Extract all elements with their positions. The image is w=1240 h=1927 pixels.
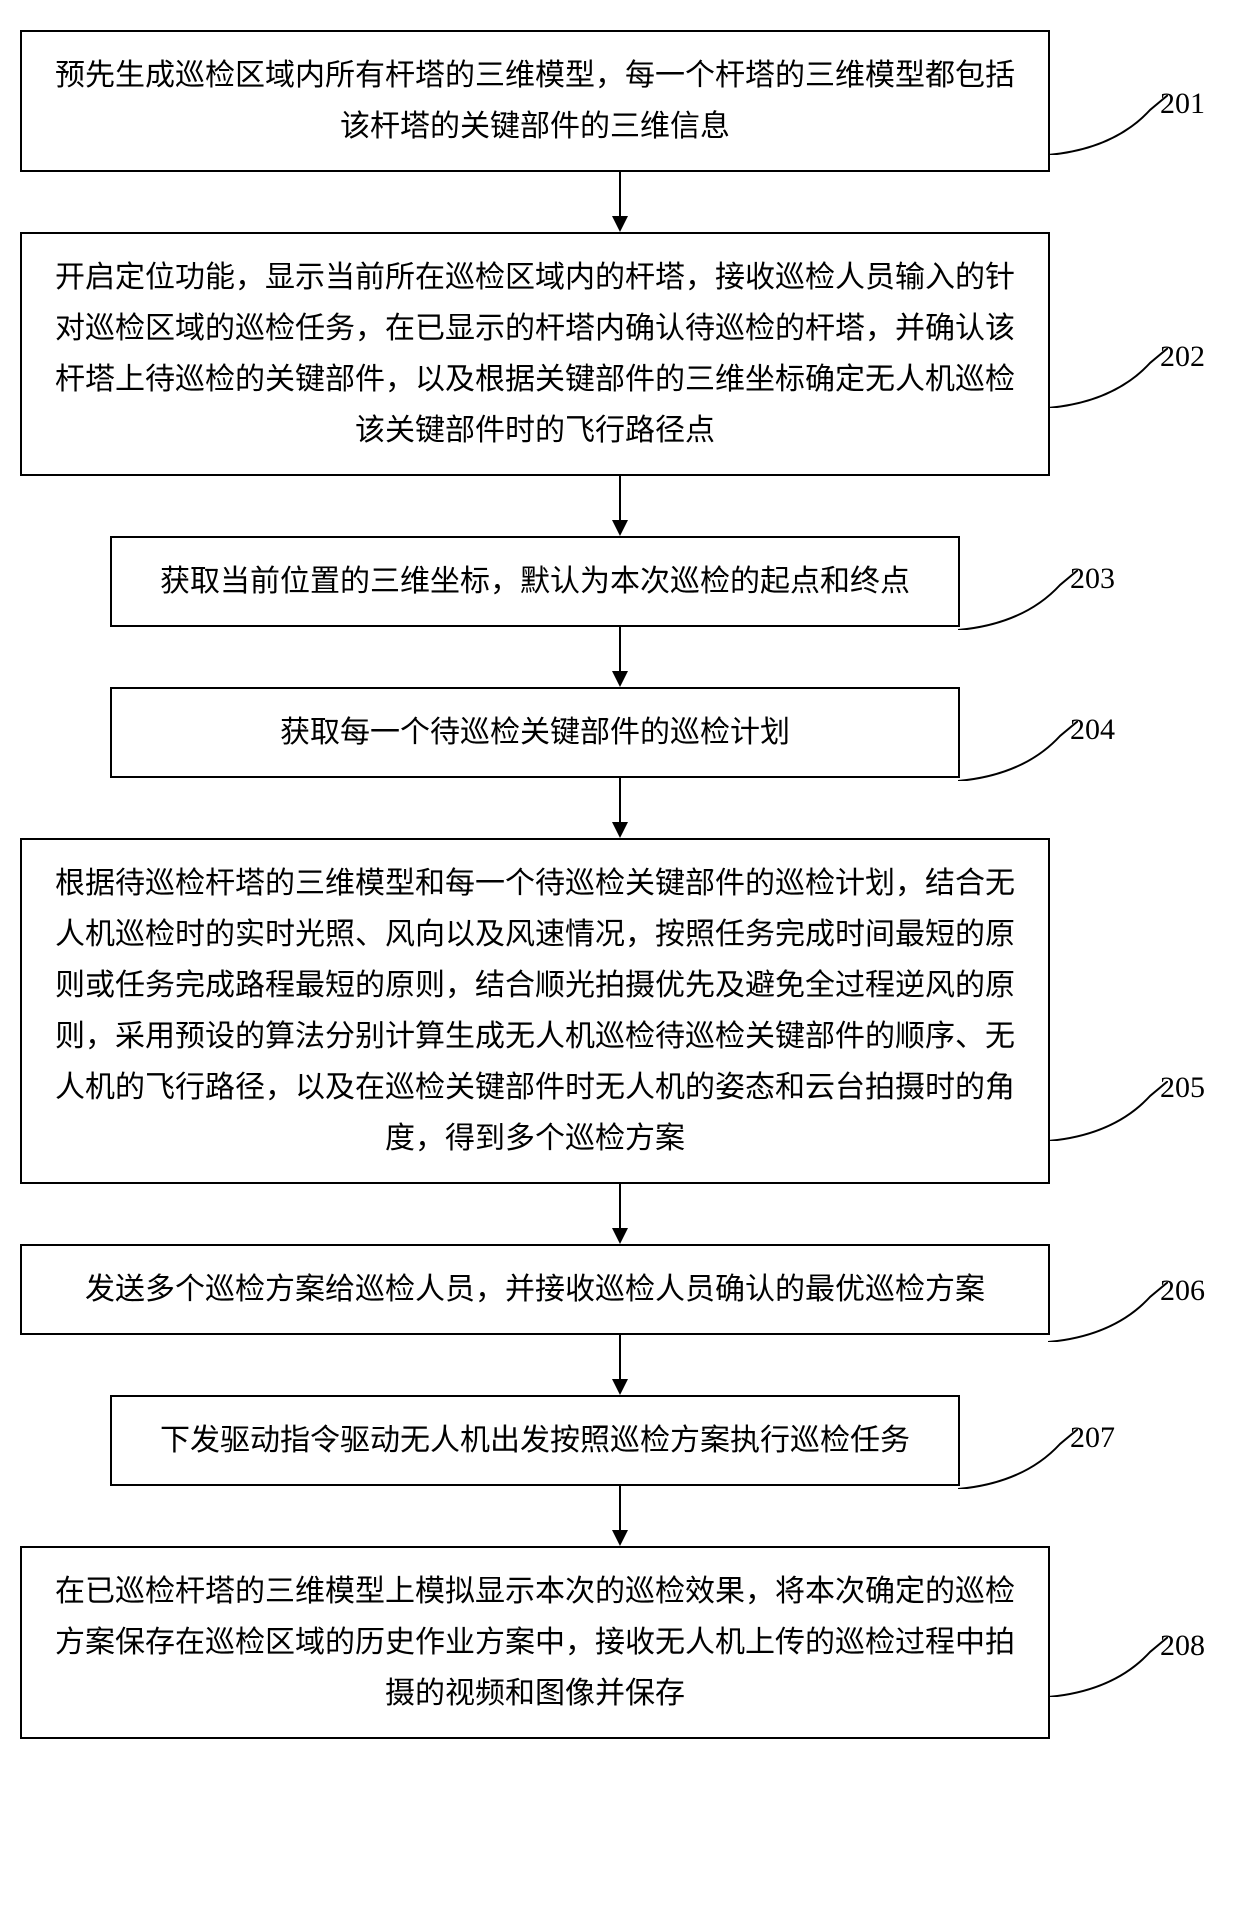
step-number-label: 205 <box>1160 1071 1205 1105</box>
flowchart-step: 在已巡检杆塔的三维模型上模拟显示本次的巡检效果，将本次确定的巡检方案保存在巡检区… <box>20 1546 1220 1739</box>
flowchart-container: 预先生成巡检区域内所有杆塔的三维模型，每一个杆塔的三维模型都包括该杆塔的关键部件… <box>20 30 1220 1739</box>
flowchart-step: 获取当前位置的三维坐标，默认为本次巡检的起点和终点 203 <box>20 536 1220 627</box>
step-box: 根据待巡检杆塔的三维模型和每一个待巡检关键部件的巡检计划，结合无人机巡检时的实时… <box>20 838 1050 1184</box>
step-number-label: 202 <box>1160 340 1205 374</box>
flowchart-step: 预先生成巡检区域内所有杆塔的三维模型，每一个杆塔的三维模型都包括该杆塔的关键部件… <box>20 30 1220 172</box>
flowchart-step: 开启定位功能，显示当前所在巡检区域内的杆塔，接收巡检人员输入的针对巡检区域的巡检… <box>20 232 1220 476</box>
arrow-down <box>20 172 1220 232</box>
step-number-label: 207 <box>1070 1421 1115 1455</box>
step-number-label: 201 <box>1160 87 1205 121</box>
arrow-down <box>20 476 1220 536</box>
flowchart-step: 发送多个巡检方案给巡检人员，并接收巡检人员确认的最优巡检方案 206 <box>20 1244 1220 1335</box>
step-box: 下发驱动指令驱动无人机出发按照巡检方案执行巡检任务 <box>110 1395 960 1486</box>
step-box: 获取每一个待巡检关键部件的巡检计划 <box>110 687 960 778</box>
arrow-down <box>20 1486 1220 1546</box>
arrow-down <box>20 1335 1220 1395</box>
arrow-down <box>20 1184 1220 1244</box>
step-box: 在已巡检杆塔的三维模型上模拟显示本次的巡检效果，将本次确定的巡检方案保存在巡检区… <box>20 1546 1050 1739</box>
step-box: 预先生成巡检区域内所有杆塔的三维模型，每一个杆塔的三维模型都包括该杆塔的关键部件… <box>20 30 1050 172</box>
step-box: 发送多个巡检方案给巡检人员，并接收巡检人员确认的最优巡检方案 <box>20 1244 1050 1335</box>
step-box: 开启定位功能，显示当前所在巡检区域内的杆塔，接收巡检人员输入的针对巡检区域的巡检… <box>20 232 1050 476</box>
step-number-label: 204 <box>1070 713 1115 747</box>
step-box: 获取当前位置的三维坐标，默认为本次巡检的起点和终点 <box>110 536 960 627</box>
step-number-label: 206 <box>1160 1274 1205 1308</box>
arrow-down <box>20 778 1220 838</box>
flowchart-step: 根据待巡检杆塔的三维模型和每一个待巡检关键部件的巡检计划，结合无人机巡检时的实时… <box>20 838 1220 1184</box>
flowchart-step: 获取每一个待巡检关键部件的巡检计划 204 <box>20 687 1220 778</box>
step-number-label: 203 <box>1070 562 1115 596</box>
arrow-down <box>20 627 1220 687</box>
flowchart-step: 下发驱动指令驱动无人机出发按照巡检方案执行巡检任务 207 <box>20 1395 1220 1486</box>
step-number-label: 208 <box>1160 1629 1205 1663</box>
